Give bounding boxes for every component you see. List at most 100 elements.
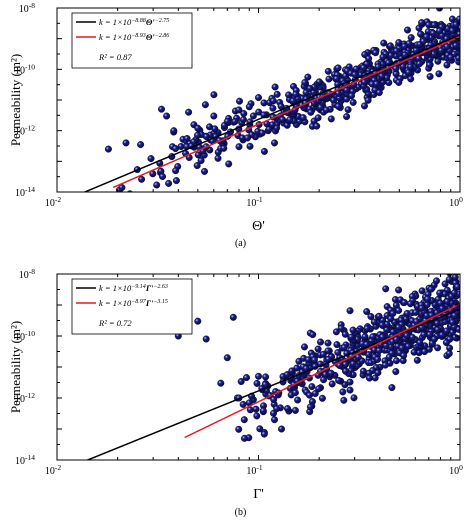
data-point <box>349 98 357 106</box>
x-tick-label: 10-2 <box>45 195 61 209</box>
data-point <box>309 331 317 339</box>
data-point <box>447 53 455 61</box>
data-point <box>269 97 277 105</box>
data-point <box>254 94 262 102</box>
panel-b: 10-2 10-1 100 10-14 10-12 10-10 10-8 Γ' Permeabi… <box>8 267 463 518</box>
data-point <box>392 368 400 376</box>
data-point <box>194 317 202 325</box>
legend-entry: k = 1×10−8.88Θ'−2.75 <box>99 17 169 27</box>
data-point <box>301 78 309 86</box>
data-point <box>317 338 325 346</box>
data-point <box>205 123 213 131</box>
y-tick-label: 10-12 <box>15 391 35 405</box>
data-point <box>253 379 261 387</box>
data-point <box>346 378 354 386</box>
y-axis-label: Permeability (m²) <box>8 54 23 146</box>
data-point <box>193 162 201 170</box>
data-point <box>235 143 243 151</box>
data-point <box>443 61 451 69</box>
data-point <box>322 106 330 114</box>
data-point <box>446 274 453 277</box>
data-point <box>378 72 386 80</box>
data-point <box>418 19 426 27</box>
data-point <box>315 78 323 86</box>
data-point <box>307 108 315 116</box>
data-point <box>416 339 424 347</box>
data-point <box>262 373 270 381</box>
data-point <box>304 73 312 81</box>
data-point <box>237 378 245 386</box>
data-point <box>285 91 293 99</box>
x-axis-label: Γ' <box>253 487 264 502</box>
data-point <box>387 315 395 323</box>
data-point <box>278 425 286 433</box>
data-point <box>380 39 388 47</box>
x-tick-label: 10-2 <box>45 463 61 477</box>
data-point <box>449 318 457 326</box>
data-point <box>147 155 155 163</box>
data-point <box>392 336 400 344</box>
fit-line <box>184 303 460 439</box>
legend-entry: k = 1×10−8.93Θ'−2.86 <box>99 32 169 42</box>
data-point <box>365 55 373 63</box>
data-point <box>332 328 340 336</box>
data-point <box>395 286 403 294</box>
data-point <box>374 355 382 363</box>
data-point <box>334 64 342 72</box>
data-point <box>210 112 218 120</box>
data-point <box>375 347 383 355</box>
data-point <box>271 416 279 424</box>
data-point <box>318 394 326 402</box>
data-point <box>443 327 451 335</box>
data-point <box>418 304 426 312</box>
data-point <box>375 312 383 320</box>
data-point <box>333 75 341 83</box>
data-point <box>426 72 434 80</box>
data-point <box>348 92 356 100</box>
data-point <box>392 47 400 55</box>
legend-entry: k = 1×10−8.97Γ'−3.15 <box>99 298 168 308</box>
data-point <box>269 104 277 112</box>
data-point <box>443 43 451 51</box>
data-point <box>417 30 425 38</box>
data-point <box>245 103 253 111</box>
data-point <box>328 380 336 388</box>
data-point <box>163 112 171 120</box>
plot-area <box>82 8 460 192</box>
data-point <box>202 335 210 343</box>
data-point <box>270 396 278 404</box>
data-point <box>260 147 268 155</box>
data-point <box>220 144 228 152</box>
data-point <box>324 339 332 347</box>
data-point <box>434 326 442 334</box>
data-point <box>441 280 449 288</box>
data-point <box>243 134 251 142</box>
data-point <box>430 21 438 29</box>
data-point <box>360 64 368 72</box>
data-point <box>260 430 268 438</box>
data-point <box>349 360 357 368</box>
data-point <box>315 385 323 393</box>
data-point <box>325 75 333 83</box>
data-point <box>223 354 231 362</box>
data-point <box>407 63 415 71</box>
data-point <box>398 344 406 352</box>
data-point <box>335 376 343 384</box>
data-point <box>446 344 454 352</box>
data-point <box>299 114 307 122</box>
data-point <box>291 389 299 397</box>
data-point <box>306 403 314 411</box>
data-point <box>137 141 145 149</box>
data-point <box>443 298 451 306</box>
data-point <box>294 396 302 404</box>
data-point <box>310 356 318 364</box>
data-point <box>407 34 415 42</box>
y-tick-label: 10-14 <box>15 185 35 199</box>
data-point <box>324 67 332 75</box>
data-point <box>350 394 358 402</box>
data-point <box>284 405 292 413</box>
data-point <box>392 65 400 73</box>
data-point <box>372 49 380 57</box>
data-point <box>420 331 428 339</box>
data-point <box>223 117 231 125</box>
